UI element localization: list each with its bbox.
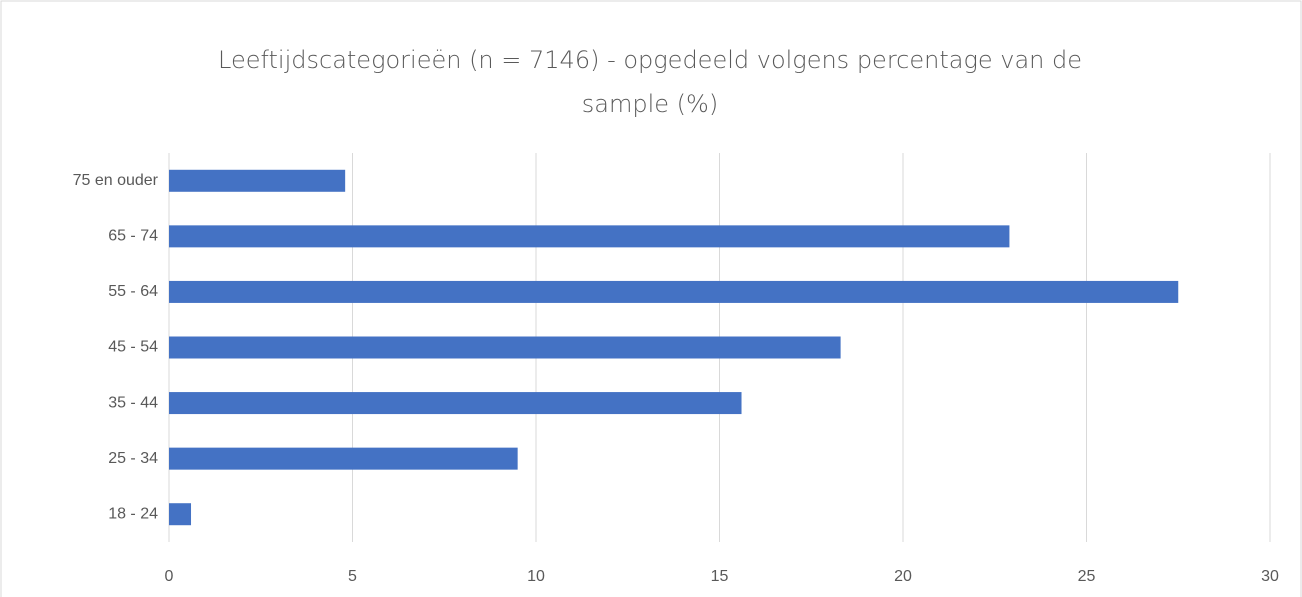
y-tick-label: 18 - 24 bbox=[108, 505, 158, 522]
bar bbox=[169, 503, 192, 526]
y-tick-label: 25 - 34 bbox=[108, 450, 158, 467]
y-tick-label: 65 - 74 bbox=[108, 228, 158, 245]
bar bbox=[169, 447, 518, 470]
y-tick-label: 55 - 64 bbox=[108, 283, 158, 300]
bar bbox=[169, 392, 742, 415]
y-tick-label: 75 en ouder bbox=[73, 172, 159, 189]
x-tick-label: 15 bbox=[711, 568, 729, 585]
y-tick-label: 45 - 54 bbox=[108, 339, 158, 356]
x-tick-label: 25 bbox=[1078, 568, 1096, 585]
x-tick-label: 0 bbox=[165, 568, 174, 585]
x-tick-label: 20 bbox=[894, 568, 912, 585]
x-tick-label: 5 bbox=[348, 568, 357, 585]
bar bbox=[169, 169, 346, 192]
bar bbox=[169, 280, 1179, 303]
x-tick-label: 10 bbox=[527, 568, 545, 585]
chart-title: Leeftijdscategorieën (n = 7146) - opgede… bbox=[218, 46, 1082, 118]
bar bbox=[169, 336, 841, 359]
x-tick-label: 30 bbox=[1261, 568, 1279, 585]
bar bbox=[169, 225, 1010, 248]
y-tick-label: 35 - 44 bbox=[108, 394, 158, 411]
